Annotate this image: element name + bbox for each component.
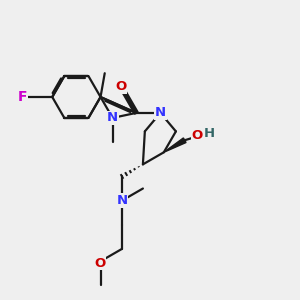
- Text: F: F: [18, 90, 28, 104]
- Text: O: O: [94, 257, 105, 270]
- Text: N: N: [155, 106, 166, 119]
- Text: H: H: [204, 127, 215, 140]
- Text: O: O: [192, 129, 203, 142]
- Text: O: O: [115, 80, 126, 93]
- Polygon shape: [164, 138, 186, 152]
- Text: N: N: [107, 111, 118, 124]
- Text: N: N: [116, 194, 128, 207]
